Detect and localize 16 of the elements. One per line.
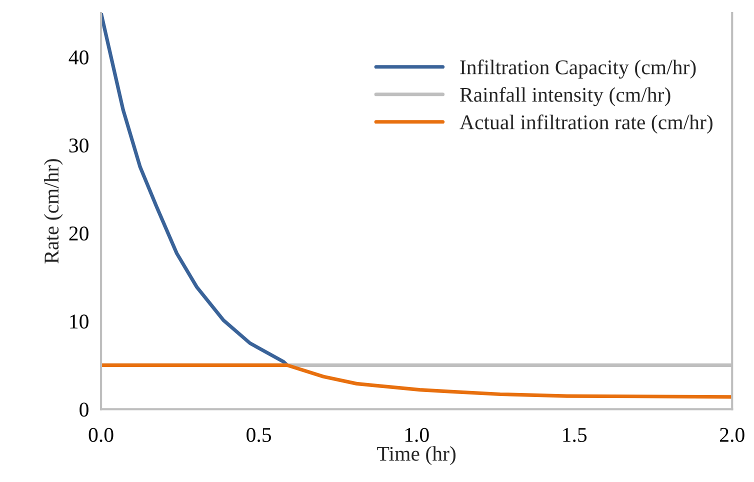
x-axis-title: Time (hr) bbox=[377, 446, 456, 466]
y-tick-label: 30 bbox=[69, 138, 88, 153]
x-tick-label: 0.0 bbox=[88, 428, 114, 442]
legend-label: Actual infiltration rate (cm/hr) bbox=[460, 114, 712, 134]
x-tick-label: 1.5 bbox=[563, 428, 587, 442]
legend-label: Infiltration Capacity (cm/hr) bbox=[460, 60, 696, 79]
y-tick-label: 20 bbox=[69, 226, 88, 241]
y-tick-label: 0 bbox=[80, 402, 88, 417]
x-tick-label: 0.5 bbox=[246, 428, 272, 442]
y-axis-title: Rate (cm/hr) bbox=[44, 159, 63, 264]
x-tick-label: 1.0 bbox=[405, 428, 429, 442]
line-series bbox=[101, 363, 732, 399]
y-tick-label: 40 bbox=[68, 50, 88, 64]
x-tick-label: 2.0 bbox=[720, 428, 744, 442]
legend-label: Rainfall intensity (cm/hr) bbox=[460, 86, 670, 106]
y-tick-label: 10 bbox=[70, 314, 88, 329]
